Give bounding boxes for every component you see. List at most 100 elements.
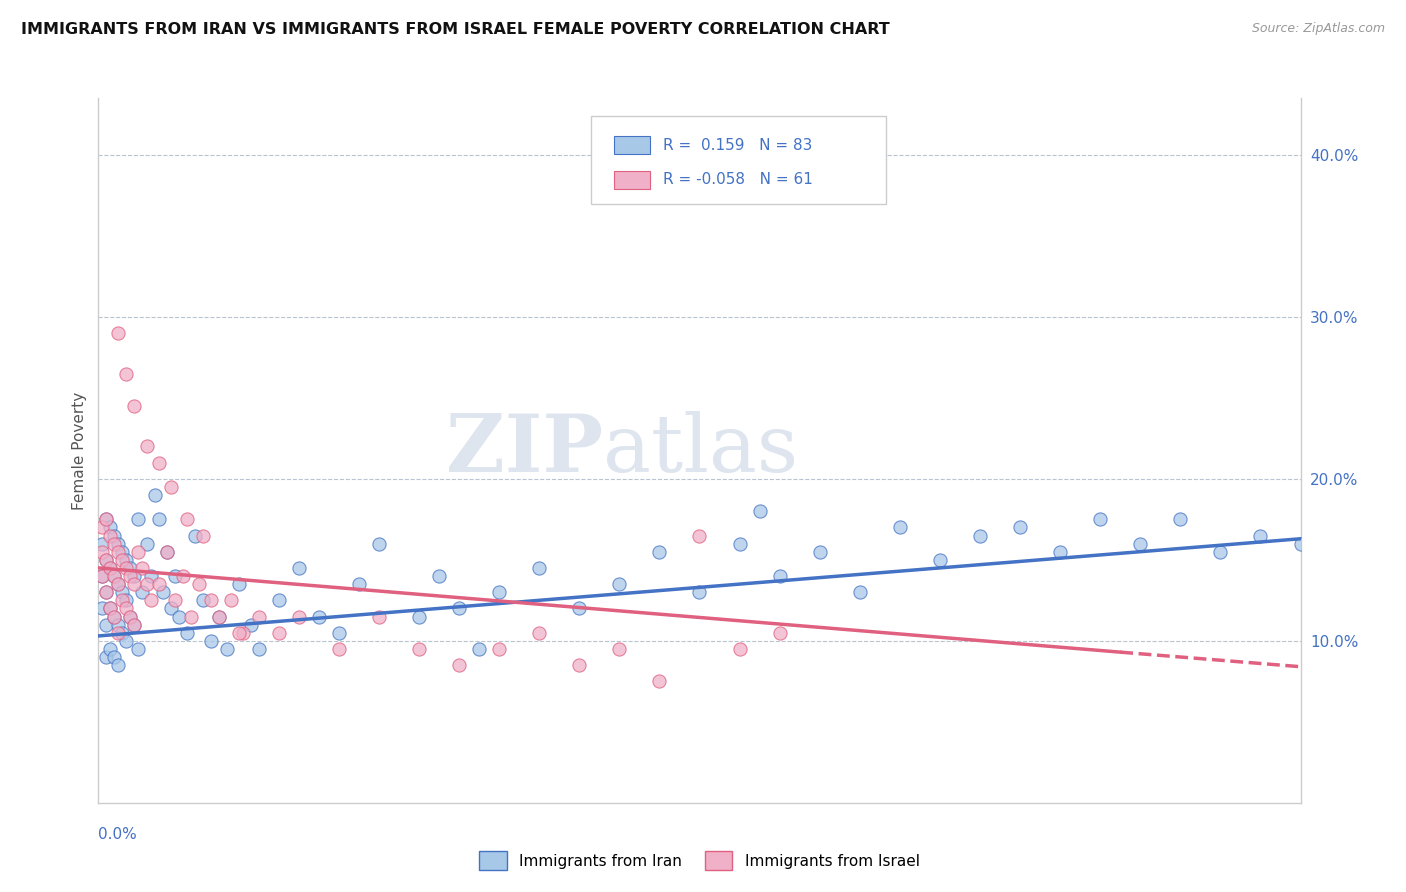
Point xyxy=(288,609,311,624)
Point xyxy=(447,601,470,615)
Point xyxy=(648,545,671,559)
Point xyxy=(155,545,177,559)
Point xyxy=(849,585,872,599)
Text: R =  0.159   N = 83: R = 0.159 N = 83 xyxy=(664,137,813,153)
Point xyxy=(135,439,157,453)
Legend: Immigrants from Iran, Immigrants from Israel: Immigrants from Iran, Immigrants from Is… xyxy=(474,846,925,876)
Point xyxy=(769,625,792,640)
Point xyxy=(183,528,205,542)
Point xyxy=(328,641,350,656)
Point xyxy=(100,528,122,542)
Text: IMMIGRANTS FROM IRAN VS IMMIGRANTS FROM ISRAEL FEMALE POVERTY CORRELATION CHART: IMMIGRANTS FROM IRAN VS IMMIGRANTS FROM … xyxy=(21,22,890,37)
Point xyxy=(91,520,114,534)
Point xyxy=(115,553,138,567)
Point xyxy=(120,609,142,624)
Point xyxy=(247,641,270,656)
Point xyxy=(103,569,125,583)
Point xyxy=(408,609,430,624)
Point xyxy=(176,512,198,526)
Point xyxy=(200,633,222,648)
Text: atlas: atlas xyxy=(603,411,799,490)
Point xyxy=(232,625,254,640)
Point xyxy=(347,577,370,591)
Point xyxy=(267,593,290,607)
Point xyxy=(267,625,290,640)
Point xyxy=(1049,545,1071,559)
FancyBboxPatch shape xyxy=(614,170,650,189)
Point xyxy=(100,601,122,615)
Point xyxy=(124,617,146,632)
Point xyxy=(100,561,122,575)
Point xyxy=(159,480,181,494)
Point xyxy=(408,641,430,656)
Point xyxy=(107,545,129,559)
Point xyxy=(247,609,270,624)
Point xyxy=(1010,520,1032,534)
Point xyxy=(1129,536,1152,550)
Point xyxy=(468,641,491,656)
Point xyxy=(228,625,250,640)
FancyBboxPatch shape xyxy=(592,116,886,204)
Point xyxy=(107,326,129,340)
Point xyxy=(115,593,138,607)
Text: Source: ZipAtlas.com: Source: ZipAtlas.com xyxy=(1251,22,1385,36)
Point xyxy=(91,545,114,559)
Point xyxy=(728,641,751,656)
Point xyxy=(308,609,330,624)
Point xyxy=(648,674,671,689)
Point xyxy=(529,625,551,640)
Point xyxy=(115,367,138,381)
Point xyxy=(143,488,166,502)
Point xyxy=(96,512,118,526)
Point xyxy=(808,545,831,559)
Point xyxy=(200,593,222,607)
Point xyxy=(929,553,952,567)
Point xyxy=(180,609,202,624)
Point xyxy=(120,609,142,624)
Point xyxy=(96,650,118,665)
Point xyxy=(368,609,391,624)
Point xyxy=(100,561,122,575)
Point xyxy=(107,536,129,550)
Point xyxy=(96,585,118,599)
Point xyxy=(96,512,118,526)
Point xyxy=(769,569,792,583)
Text: R = -0.058   N = 61: R = -0.058 N = 61 xyxy=(664,172,813,187)
Point xyxy=(159,601,181,615)
Point xyxy=(91,569,114,583)
Point xyxy=(191,528,214,542)
Point xyxy=(100,641,122,656)
Point xyxy=(107,625,129,640)
Point xyxy=(728,536,751,550)
Point xyxy=(96,553,118,567)
FancyBboxPatch shape xyxy=(614,136,650,154)
Point xyxy=(96,585,118,599)
Point xyxy=(609,641,631,656)
Point xyxy=(568,601,591,615)
Point xyxy=(107,658,129,673)
Point xyxy=(1170,512,1192,526)
Point xyxy=(176,625,198,640)
Point xyxy=(91,536,114,550)
Point xyxy=(748,504,770,518)
Point xyxy=(135,536,157,550)
Point xyxy=(689,585,711,599)
Point xyxy=(96,553,118,567)
Point xyxy=(163,593,186,607)
Point xyxy=(148,456,170,470)
Point xyxy=(1088,512,1111,526)
Point xyxy=(107,577,129,591)
Point xyxy=(447,658,470,673)
Point xyxy=(488,585,510,599)
Point xyxy=(172,569,194,583)
Point xyxy=(124,569,146,583)
Point xyxy=(689,528,711,542)
Point xyxy=(228,577,250,591)
Point xyxy=(215,641,238,656)
Point xyxy=(111,545,134,559)
Point xyxy=(103,609,125,624)
Point xyxy=(115,633,138,648)
Point xyxy=(1250,528,1272,542)
Point xyxy=(889,520,911,534)
Point xyxy=(155,545,177,559)
